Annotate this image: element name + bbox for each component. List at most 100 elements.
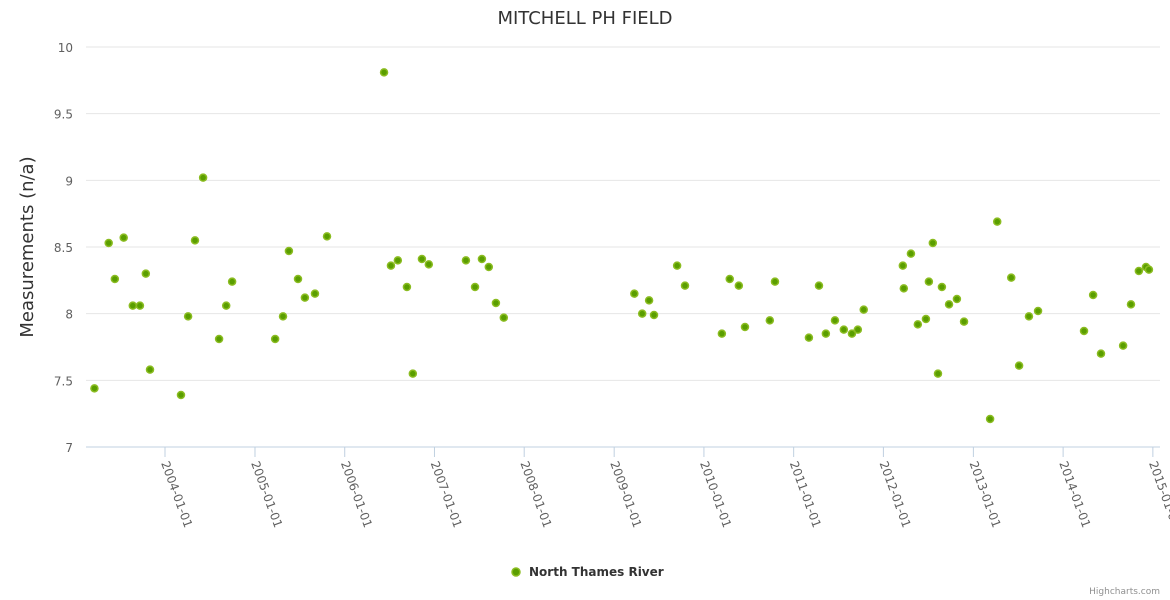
data-point[interactable] [717, 329, 727, 338]
data-point[interactable] [183, 312, 193, 321]
x-tick-label: 2006-01-01 [338, 459, 375, 529]
data-point[interactable] [649, 310, 659, 320]
data-point[interactable] [830, 316, 840, 325]
x-tick-label: 2007-01-01 [428, 459, 465, 529]
data-point[interactable] [322, 232, 332, 241]
data-point[interactable] [1079, 326, 1089, 336]
legend-label: North Thames River [529, 565, 664, 579]
data-point[interactable] [214, 334, 224, 344]
data-point[interactable] [821, 329, 831, 338]
data-point[interactable] [484, 262, 494, 272]
data-point[interactable] [402, 282, 412, 292]
y-tick-label: 9 [65, 174, 73, 188]
y-tick-label: 9.5 [54, 108, 73, 122]
data-point[interactable] [992, 217, 1002, 226]
data-point[interactable] [386, 261, 396, 270]
data-point[interactable] [1088, 290, 1098, 300]
data-point[interactable] [906, 249, 916, 258]
data-point[interactable] [734, 281, 744, 290]
data-point[interactable] [1024, 312, 1034, 321]
data-point[interactable] [959, 317, 969, 326]
x-tick-label: 2005-01-01 [248, 459, 285, 529]
data-point[interactable] [461, 256, 471, 265]
gridlines [86, 46, 1160, 448]
x-tick-label: 2014-01-01 [1056, 459, 1093, 529]
data-point[interactable] [379, 68, 389, 77]
data-point[interactable] [227, 277, 237, 286]
data-point[interactable] [1144, 265, 1154, 274]
data-point[interactable] [477, 254, 487, 264]
data-point[interactable] [853, 325, 863, 334]
data-point[interactable] [270, 334, 280, 344]
data-point[interactable] [924, 277, 934, 286]
data-point[interactable] [985, 414, 995, 424]
y-tick-label: 8 [65, 308, 73, 322]
data-point[interactable] [135, 301, 145, 310]
data-point[interactable] [952, 294, 962, 304]
data-point[interactable] [190, 236, 200, 245]
data-point[interactable] [278, 312, 288, 321]
legend-item[interactable]: North Thames River [511, 565, 664, 579]
x-tick-label: 2010-01-01 [697, 459, 734, 529]
data-point[interactable] [1006, 273, 1016, 282]
data-point[interactable] [491, 298, 501, 308]
data-point[interactable] [141, 269, 151, 278]
data-point[interactable] [770, 277, 780, 286]
data-point[interactable] [221, 301, 231, 310]
data-point[interactable] [470, 282, 480, 292]
data-point[interactable] [680, 281, 690, 290]
data-point[interactable] [898, 261, 908, 270]
data-point[interactable] [814, 281, 824, 290]
y-axis-ticks: 7 7.5 8 8.5 9 9.5 10 [54, 41, 73, 455]
x-tick-label: 2013-01-01 [967, 459, 1004, 529]
data-point[interactable] [417, 254, 427, 264]
data-point[interactable] [310, 289, 320, 298]
data-point[interactable] [1014, 361, 1024, 370]
data-point[interactable] [393, 256, 403, 265]
data-point[interactable] [839, 325, 849, 334]
data-point[interactable] [284, 246, 294, 256]
data-point[interactable] [847, 329, 857, 338]
data-point[interactable] [859, 305, 868, 314]
data-point[interactable] [740, 322, 750, 332]
x-tick-label: 2008-01-01 [517, 459, 554, 529]
data-point[interactable] [644, 296, 654, 305]
data-point[interactable] [110, 274, 120, 284]
data-point[interactable] [725, 274, 734, 284]
data-point[interactable] [944, 300, 954, 309]
data-point[interactable] [1096, 349, 1106, 358]
data-point[interactable] [499, 313, 509, 322]
legend-marker-icon [511, 567, 521, 577]
data-point[interactable] [293, 274, 303, 284]
data-point[interactable] [933, 369, 943, 378]
data-point[interactable] [176, 390, 186, 400]
data-point[interactable] [913, 320, 923, 329]
data-point[interactable] [637, 309, 647, 318]
data-point[interactable] [804, 333, 814, 342]
data-point[interactable] [424, 260, 434, 269]
data-point[interactable] [765, 316, 775, 325]
x-tick-label: 2015-01-01 [1146, 459, 1170, 529]
data-point[interactable] [90, 384, 99, 393]
data-point[interactable] [1126, 300, 1136, 309]
data-point[interactable] [1134, 266, 1144, 276]
data-point[interactable] [104, 238, 113, 248]
x-tick-label: 2012-01-01 [877, 459, 914, 529]
data-point[interactable] [630, 289, 639, 298]
data-point[interactable] [899, 284, 909, 293]
data-point[interactable] [128, 301, 138, 310]
data-point[interactable] [672, 261, 682, 270]
data-point[interactable] [198, 173, 208, 182]
data-point[interactable] [300, 293, 310, 302]
data-point[interactable] [1033, 306, 1043, 316]
data-point[interactable] [921, 314, 931, 324]
data-point[interactable] [1118, 341, 1128, 350]
data-point[interactable] [928, 238, 938, 248]
data-point[interactable] [119, 233, 128, 242]
data-point[interactable] [145, 365, 155, 374]
credits-link[interactable]: Highcharts.com [1089, 587, 1160, 597]
data-point[interactable] [937, 282, 947, 292]
data-point[interactable] [408, 369, 418, 378]
x-tick-label: 2009-01-01 [607, 459, 644, 529]
chart-title: MITCHELL PH FIELD [497, 8, 672, 29]
